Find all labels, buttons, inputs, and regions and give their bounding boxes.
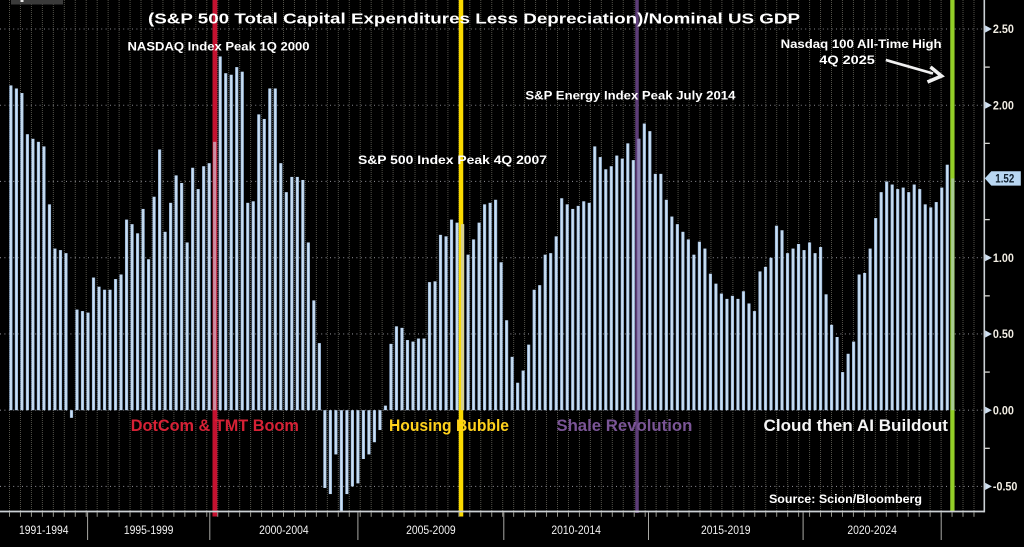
svg-text:2.00: 2.00 (993, 98, 1014, 112)
svg-text:2010-2014: 2010-2014 (551, 523, 601, 537)
svg-text:0.50: 0.50 (993, 327, 1014, 341)
svg-text:1991-1994: 1991-1994 (19, 523, 69, 537)
svg-text:S&P 500 Index Peak 4Q 2007: S&P 500 Index Peak 4Q 2007 (358, 155, 547, 167)
svg-text:Shale Revolution: Shale Revolution (556, 417, 692, 435)
svg-text:1.52: 1.52 (995, 174, 1014, 186)
svg-text:1.00: 1.00 (993, 251, 1014, 265)
svg-text:DotCom & TMT Boom: DotCom & TMT Boom (131, 417, 299, 435)
svg-text:2020-2024: 2020-2024 (847, 523, 897, 537)
svg-text:Source: Scion/Bloomberg: Source: Scion/Bloomberg (769, 494, 922, 506)
svg-text:S&P Energy Index Peak July 201: S&P Energy Index Peak July 2014 (525, 91, 736, 103)
svg-text:-0.50: -0.50 (993, 480, 1018, 494)
svg-text:Nasdaq 100 All-Time High: Nasdaq 100 All-Time High (781, 39, 942, 51)
svg-text:2005-2009: 2005-2009 (406, 523, 456, 537)
svg-text:2015-2019: 2015-2019 (701, 523, 751, 537)
svg-text:Cloud then AI Buildout: Cloud then AI Buildout (764, 417, 949, 435)
svg-text:(S&P 500 Total Capital Expendi: (S&P 500 Total Capital Expenditures Less… (148, 12, 800, 28)
svg-text:2.50: 2.50 (993, 22, 1014, 36)
svg-text:2000-2004: 2000-2004 (259, 523, 309, 537)
svg-text:Housing Bubble: Housing Bubble (389, 417, 509, 435)
svg-text:1995-1999: 1995-1999 (124, 523, 174, 537)
svg-text:NASDAQ Index Peak 1Q 2000: NASDAQ Index Peak 1Q 2000 (128, 42, 310, 54)
svg-text:4Q 2025: 4Q 2025 (819, 55, 875, 67)
svg-text:0.00: 0.00 (993, 403, 1014, 417)
